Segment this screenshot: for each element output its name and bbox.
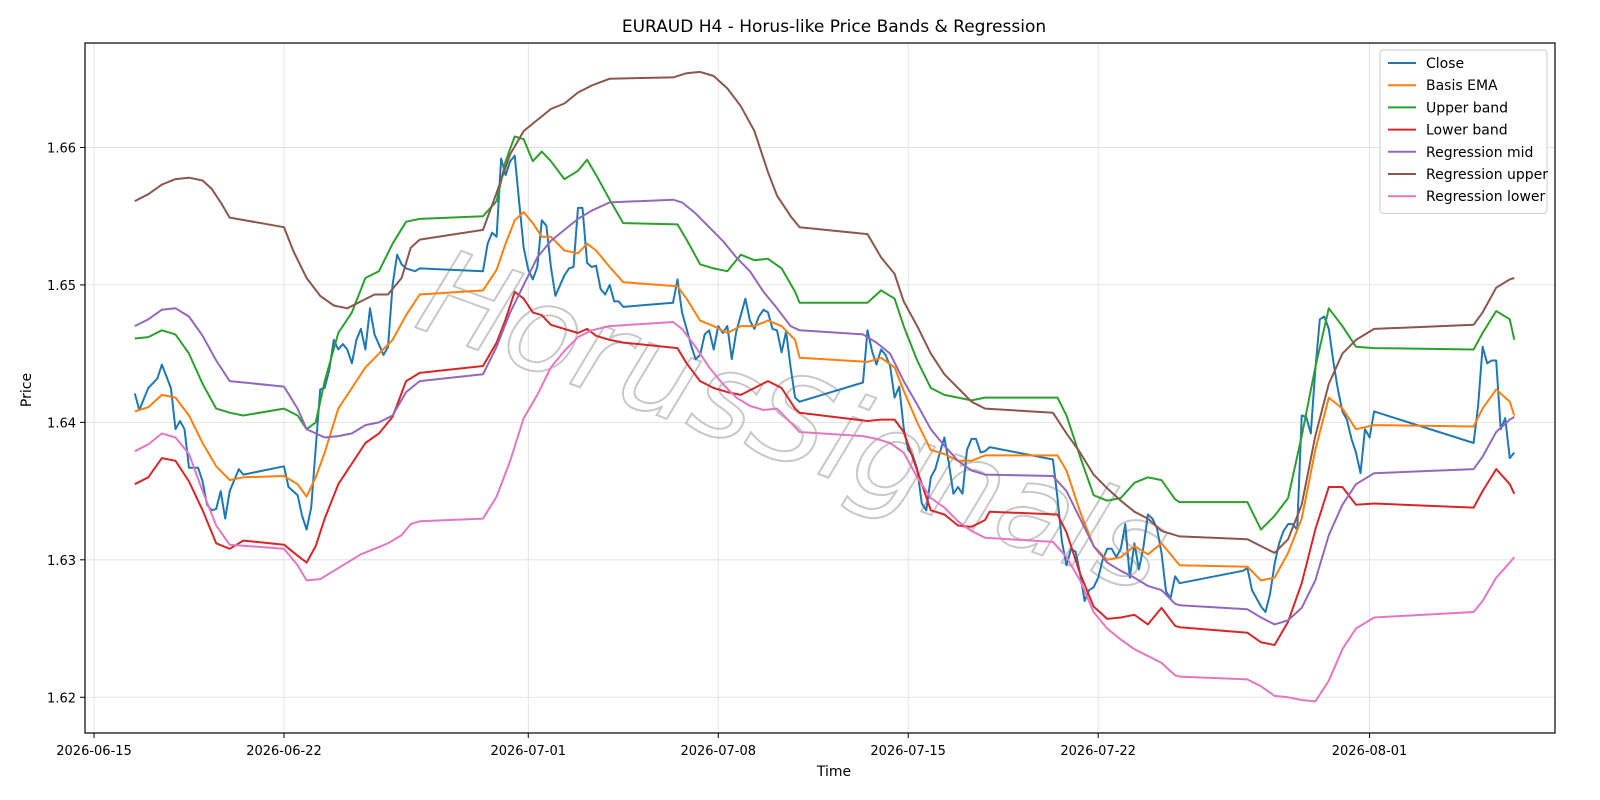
y-tick-label: 1.62 [47,691,76,706]
x-tick-label: 2026-06-22 [246,744,322,759]
y-tick-label: 1.63 [47,554,76,569]
legend-label: Regression mid [1426,145,1533,161]
series-line-regression-mid [134,198,1515,626]
legend-label: Upper band [1426,100,1508,116]
series-line-close [133,154,1516,613]
legend: Close Basis EMA Upper band Lower band Regres… [1379,49,1548,214]
x-tick-label: 2026-06-15 [56,744,132,759]
y-tick-label: 1.66 [47,141,76,156]
plot-frame [84,42,1556,734]
series-line-basis-ema [134,211,1516,582]
series-line-lower-band [134,290,1516,646]
legend-label: Regression upper [1426,167,1548,183]
x-tick-label: 2026-07-01 [490,744,566,759]
legend-label: Close [1426,56,1464,72]
chart-title: EURAUD H4 - Horus-like Price Bands & Reg… [622,17,1046,37]
series-line-upper-band [134,135,1516,531]
axis-ticks: 2026-06-15 2026-06-22 2026-07-01 2026-07-08… [47,141,1407,759]
legend-label: Regression lower [1426,189,1546,205]
x-tick-label: 2026-07-08 [680,744,756,759]
x-tick-label: 2026-08-01 [1332,744,1408,759]
x-tick-label: 2026-07-22 [1060,744,1136,759]
series-line-regression-lower [134,321,1516,703]
grid [85,43,1555,733]
legend-box [1379,49,1548,214]
y-axis-label: Price [19,373,35,407]
y-tick-label: 1.65 [47,279,76,294]
series-lines [133,70,1516,703]
legend-label: Lower band [1426,123,1508,139]
x-axis-label: Time [816,764,851,780]
x-tick-label: 2026-07-15 [870,744,946,759]
legend-label: Basis EMA [1426,78,1498,94]
series-line-regression-upper [134,70,1515,554]
y-tick-label: 1.64 [47,416,76,431]
